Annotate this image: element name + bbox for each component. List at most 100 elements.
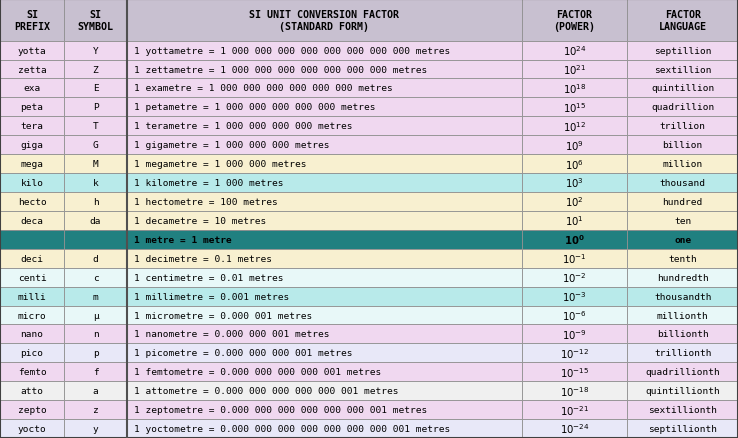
Bar — [0, 42, 64, 60]
Bar — [64, 268, 127, 287]
Text: $10^{-3}$: $10^{-3}$ — [562, 290, 587, 303]
Bar — [522, 98, 627, 117]
Bar — [522, 230, 627, 249]
Text: p: p — [93, 349, 98, 357]
Text: SI UNIT CONVERSION FACTOR
(STANDARD FORM): SI UNIT CONVERSION FACTOR (STANDARD FORM… — [249, 10, 399, 32]
Bar — [627, 193, 738, 212]
Text: E: E — [93, 84, 98, 93]
Text: nano: nano — [21, 330, 44, 339]
Bar — [127, 287, 522, 306]
Bar — [0, 325, 64, 343]
Text: G: G — [93, 141, 98, 150]
Bar — [0, 363, 64, 381]
Bar — [0, 79, 64, 98]
Text: Y: Y — [93, 46, 98, 56]
Text: $10^{2}$: $10^{2}$ — [565, 195, 584, 209]
Bar — [0, 0, 64, 42]
Text: n: n — [93, 330, 98, 339]
Bar — [64, 343, 127, 363]
Bar — [127, 343, 522, 363]
Text: $10^{-15}$: $10^{-15}$ — [560, 365, 589, 379]
Text: trillionth: trillionth — [654, 349, 711, 357]
Text: hundred: hundred — [663, 198, 703, 206]
Bar — [627, 249, 738, 268]
Text: k: k — [93, 179, 98, 187]
Bar — [522, 268, 627, 287]
Bar — [627, 287, 738, 306]
Text: thousand: thousand — [660, 179, 706, 187]
Bar — [0, 306, 64, 325]
Bar — [64, 60, 127, 79]
Bar — [127, 136, 522, 155]
Bar — [127, 193, 522, 212]
Text: $10^{-18}$: $10^{-18}$ — [560, 384, 589, 398]
Text: $10^{1}$: $10^{1}$ — [565, 214, 584, 228]
Bar — [127, 155, 522, 174]
Bar — [627, 117, 738, 136]
Bar — [522, 381, 627, 400]
Text: sextillionth: sextillionth — [648, 405, 717, 414]
Bar — [627, 60, 738, 79]
Text: d: d — [93, 254, 98, 263]
Bar — [627, 325, 738, 343]
Bar — [627, 381, 738, 400]
Text: thousandth: thousandth — [654, 292, 711, 301]
Text: 1 zeptometre = 0.000 000 000 000 000 000 001 metres: 1 zeptometre = 0.000 000 000 000 000 000… — [134, 405, 427, 414]
Text: f: f — [93, 367, 98, 376]
Bar — [127, 400, 522, 419]
Text: 1 gigametre = 1 000 000 000 metres: 1 gigametre = 1 000 000 000 metres — [134, 141, 330, 150]
Bar — [0, 60, 64, 79]
Text: $10^{9}$: $10^{9}$ — [565, 138, 584, 152]
Bar — [627, 400, 738, 419]
Text: sextillion: sextillion — [654, 65, 711, 74]
Text: $10^{-1}$: $10^{-1}$ — [562, 252, 587, 265]
Bar — [627, 363, 738, 381]
Text: septillionth: septillionth — [648, 424, 717, 433]
Text: one: one — [674, 235, 692, 244]
Bar — [522, 343, 627, 363]
Text: FACTOR
LANGUAGE: FACTOR LANGUAGE — [658, 10, 707, 32]
Text: 1 megametre = 1 000 000 metres: 1 megametre = 1 000 000 metres — [134, 160, 307, 169]
Bar — [64, 230, 127, 249]
Text: zepto: zepto — [18, 405, 46, 414]
Bar — [627, 79, 738, 98]
Text: $10^{-9}$: $10^{-9}$ — [562, 327, 587, 341]
Bar — [0, 212, 64, 230]
Bar — [64, 193, 127, 212]
Bar — [127, 98, 522, 117]
Text: 1 attometre = 0.000 000 000 000 000 001 metres: 1 attometre = 0.000 000 000 000 000 001 … — [134, 386, 399, 395]
Text: $10^{18}$: $10^{18}$ — [563, 82, 586, 95]
Text: 1 kilometre = 1 000 metres: 1 kilometre = 1 000 metres — [134, 179, 284, 187]
Bar — [127, 249, 522, 268]
Bar — [0, 419, 64, 438]
Text: $10^{-2}$: $10^{-2}$ — [562, 271, 587, 284]
Bar — [127, 0, 522, 42]
Bar — [64, 306, 127, 325]
Bar — [627, 98, 738, 117]
Text: $10^{-24}$: $10^{-24}$ — [559, 422, 590, 435]
Text: 1 yoctometre = 0.000 000 000 000 000 000 000 001 metres: 1 yoctometre = 0.000 000 000 000 000 000… — [134, 424, 451, 433]
Bar — [627, 155, 738, 174]
Bar — [64, 0, 127, 42]
Bar — [127, 268, 522, 287]
Text: 1 hectometre = 100 metres: 1 hectometre = 100 metres — [134, 198, 278, 206]
Text: $10^{-12}$: $10^{-12}$ — [560, 346, 589, 360]
Text: 1 terametre = 1 000 000 000 000 metres: 1 terametre = 1 000 000 000 000 metres — [134, 122, 353, 131]
Text: yocto: yocto — [18, 424, 46, 433]
Bar — [627, 0, 738, 42]
Text: M: M — [93, 160, 98, 169]
Text: mega: mega — [21, 160, 44, 169]
Text: giga: giga — [21, 141, 44, 150]
Bar — [627, 136, 738, 155]
Text: c: c — [93, 273, 98, 282]
Bar — [0, 155, 64, 174]
Text: $10^{24}$: $10^{24}$ — [562, 44, 587, 58]
Text: 1 millimetre = 0.001 metres: 1 millimetre = 0.001 metres — [134, 292, 289, 301]
Text: 1 zettametre = 1 000 000 000 000 000 000 000 metres: 1 zettametre = 1 000 000 000 000 000 000… — [134, 65, 427, 74]
Bar — [64, 249, 127, 268]
Bar — [64, 381, 127, 400]
Bar — [64, 174, 127, 193]
Bar — [0, 249, 64, 268]
Text: hundredth: hundredth — [657, 273, 708, 282]
Text: 1 decametre = 10 metres: 1 decametre = 10 metres — [134, 216, 266, 226]
